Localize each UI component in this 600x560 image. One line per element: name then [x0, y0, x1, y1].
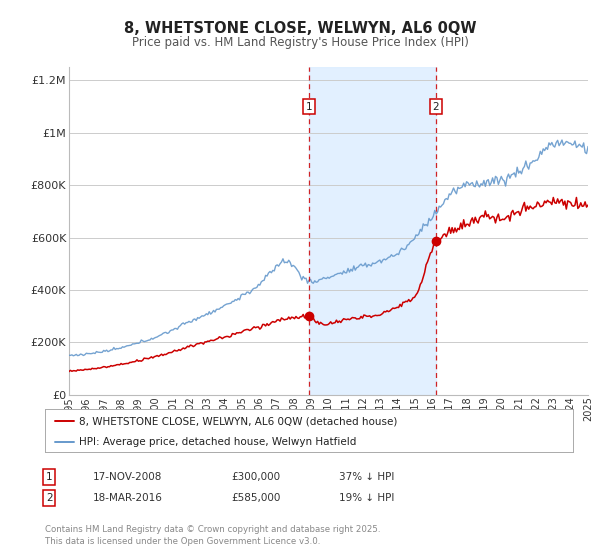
- Text: 37% ↓ HPI: 37% ↓ HPI: [339, 472, 394, 482]
- Text: Contains HM Land Registry data © Crown copyright and database right 2025.
This d: Contains HM Land Registry data © Crown c…: [45, 525, 380, 546]
- Text: HPI: Average price, detached house, Welwyn Hatfield: HPI: Average price, detached house, Welw…: [79, 437, 356, 446]
- Text: 18-MAR-2016: 18-MAR-2016: [93, 493, 163, 503]
- Bar: [309, 67, 436, 395]
- Text: 8, WHETSTONE CLOSE, WELWYN, AL6 0QW (detached house): 8, WHETSTONE CLOSE, WELWYN, AL6 0QW (det…: [79, 416, 398, 426]
- Text: 19% ↓ HPI: 19% ↓ HPI: [339, 493, 394, 503]
- Text: 17-NOV-2008: 17-NOV-2008: [93, 472, 163, 482]
- Text: 1: 1: [46, 472, 53, 482]
- Text: £585,000: £585,000: [231, 493, 280, 503]
- Text: 8, WHETSTONE CLOSE, WELWYN, AL6 0QW: 8, WHETSTONE CLOSE, WELWYN, AL6 0QW: [124, 21, 476, 36]
- Text: 2: 2: [433, 101, 439, 111]
- Text: 1: 1: [306, 101, 313, 111]
- Text: 2: 2: [46, 493, 53, 503]
- Text: Price paid vs. HM Land Registry's House Price Index (HPI): Price paid vs. HM Land Registry's House …: [131, 36, 469, 49]
- Text: £300,000: £300,000: [231, 472, 280, 482]
